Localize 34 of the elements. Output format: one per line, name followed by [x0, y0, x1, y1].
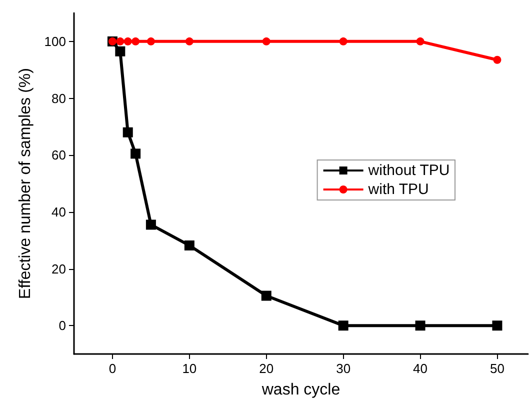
point	[132, 37, 140, 46]
y-axis-title: Effective number of samples (%)	[16, 68, 34, 299]
point	[415, 320, 426, 331]
point	[339, 37, 348, 46]
x-tick-label: 50	[490, 361, 504, 376]
y-tick-label: 20	[52, 261, 66, 276]
y-tick-label: 0	[58, 318, 66, 334]
x-tick-label: 0	[108, 361, 116, 376]
point	[493, 56, 502, 64]
point	[116, 37, 124, 46]
y-tick-label: 40	[52, 204, 66, 220]
x-tick-label: 20	[259, 361, 274, 376]
point	[261, 290, 272, 301]
x-tick-label: 40	[413, 361, 428, 376]
point	[146, 37, 155, 46]
point	[262, 37, 270, 46]
y-tick-label: 100	[44, 34, 66, 49]
y-tick-label: 80	[52, 90, 66, 106]
x-tick-label: 10	[182, 361, 197, 376]
legend-label: with TPU	[367, 181, 429, 198]
point	[115, 46, 126, 56]
point	[122, 127, 133, 138]
x-tick-label: 30	[336, 361, 351, 376]
point	[338, 320, 348, 331]
legend-label: without TPU	[367, 162, 450, 179]
x-axis-title: wash cycle	[260, 382, 340, 398]
y-tick-label: 60	[52, 148, 66, 163]
point	[492, 320, 502, 331]
point	[184, 240, 194, 250]
point	[416, 37, 424, 46]
point	[146, 220, 156, 230]
point	[124, 37, 132, 46]
point	[185, 37, 194, 46]
point	[130, 148, 141, 159]
